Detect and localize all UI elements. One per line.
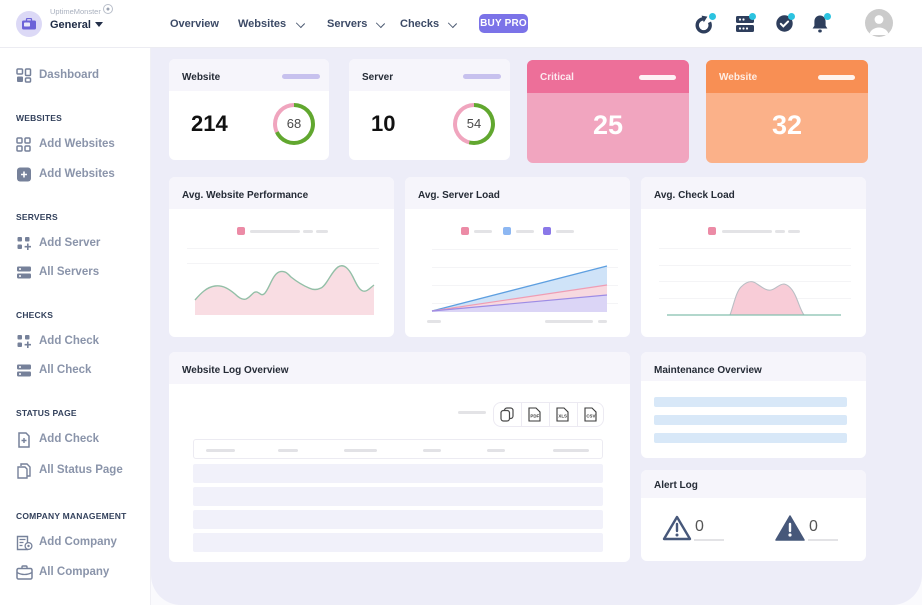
svg-text:PDF: PDF <box>530 414 539 419</box>
svg-text:XLS: XLS <box>558 414 567 419</box>
svg-text:CSV: CSV <box>586 414 595 419</box>
